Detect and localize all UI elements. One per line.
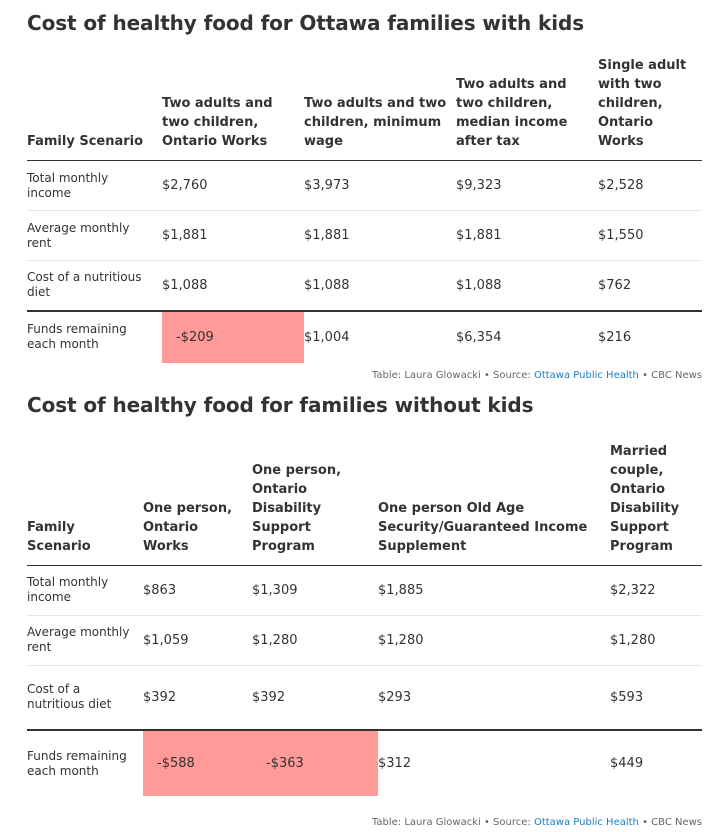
table-cell: $593: [610, 665, 702, 731]
table-cell-negative: -$588: [143, 729, 252, 796]
table-header-row: Family Scenario One person, Ontario Work…: [27, 440, 702, 566]
column-header: Two adults and two children, minimum wag…: [304, 56, 456, 161]
row-label: Cost of a nutritious diet: [27, 260, 162, 311]
table-cell: $1,059: [143, 615, 252, 666]
table-cell: $1,550: [598, 210, 702, 261]
table-row-funds-remaining: Funds remaining each month -$209 $1,004 …: [27, 309, 702, 363]
row-label: Cost of a nutritious diet: [27, 665, 143, 731]
source-link[interactable]: Ottawa Public Health: [533, 370, 639, 381]
column-header: Family Scenario: [27, 440, 143, 566]
table-cell: $762: [598, 260, 702, 311]
column-header: One person, Ontario Works: [143, 440, 252, 566]
table-row: Total monthly income $2,760 $3,973 $9,32…: [27, 160, 702, 211]
table-row: Cost of a nutritious diet $392 $392 $293…: [27, 665, 702, 731]
column-header: One person Old Age Security/Guaranteed I…: [378, 440, 610, 566]
data-table-with-kids: Family Scenario Two adults and two child…: [27, 56, 702, 363]
source-suffix: • CBC News: [638, 817, 702, 828]
source-prefix: Table: Laura Glowacki • Source:: [371, 817, 534, 828]
table-cell: $392: [252, 665, 378, 731]
table-cell: $1,881: [456, 210, 598, 261]
row-label: Funds remaining each month: [27, 309, 162, 363]
table-cell: $2,322: [610, 565, 702, 616]
table-cell: $392: [143, 665, 252, 731]
table-cell: $3,973: [304, 160, 456, 211]
table-cell: $9,323: [456, 160, 598, 211]
row-label: Funds remaining each month: [27, 729, 143, 796]
table-row: Average monthly rent $1,881 $1,881 $1,88…: [27, 210, 702, 261]
table-cell: $1,088: [456, 260, 598, 311]
column-header: Two adults and two children, Ontario Wor…: [162, 56, 304, 161]
table-cell: $1,088: [162, 260, 304, 311]
column-header: Single adult with two children, Ontario …: [598, 56, 702, 161]
table-cell: $863: [143, 565, 252, 616]
row-label: Total monthly income: [27, 160, 162, 211]
table-cell-negative: -$209: [162, 309, 304, 363]
table-row-funds-remaining: Funds remaining each month -$588 -$363 $…: [27, 729, 702, 796]
table-title: Cost of healthy food for Ottawa families…: [27, 11, 584, 35]
column-header: Married couple, Ontario Disability Suppo…: [610, 440, 702, 566]
column-header: Family Scenario: [27, 56, 162, 161]
table-cell: $2,528: [598, 160, 702, 211]
table-cell: $216: [598, 309, 702, 363]
table-cell: $449: [610, 729, 702, 796]
table-cell: $1,885: [378, 565, 610, 616]
table-cell: $2,760: [162, 160, 304, 211]
source-prefix: Table: Laura Glowacki • Source:: [371, 370, 534, 381]
table-cell: $6,354: [456, 309, 598, 363]
table-cell: $293: [378, 665, 610, 731]
table-cell: $1,881: [304, 210, 456, 261]
source-credit: Table: Laura Glowacki • Source: Ottawa P…: [372, 817, 702, 828]
data-table-without-kids: Family Scenario One person, Ontario Work…: [27, 440, 702, 796]
table-cell: $1,280: [610, 615, 702, 666]
row-label: Total monthly income: [27, 565, 143, 616]
table-title: Cost of healthy food for families withou…: [27, 393, 534, 417]
table-cell-negative: -$363: [252, 729, 378, 796]
column-header: One person, Ontario Disability Support P…: [252, 440, 378, 566]
table-cell: $1,280: [252, 615, 378, 666]
source-link[interactable]: Ottawa Public Health: [533, 817, 639, 828]
row-label: Average monthly rent: [27, 210, 162, 261]
table-cell: $312: [378, 729, 610, 796]
table-row: Average monthly rent $1,059 $1,280 $1,28…: [27, 615, 702, 666]
table-cell: $1,881: [162, 210, 304, 261]
source-credit: Table: Laura Glowacki • Source: Ottawa P…: [372, 370, 702, 381]
table-row: Cost of a nutritious diet $1,088 $1,088 …: [27, 260, 702, 311]
table-header-row: Family Scenario Two adults and two child…: [27, 56, 702, 161]
row-label: Average monthly rent: [27, 615, 143, 666]
source-suffix: • CBC News: [638, 370, 702, 381]
table-cell: $1,088: [304, 260, 456, 311]
table-cell: $1,004: [304, 309, 456, 363]
table-cell: $1,309: [252, 565, 378, 616]
column-header: Two adults and two children, median inco…: [456, 56, 598, 161]
table-cell: $1,280: [378, 615, 610, 666]
table-row: Total monthly income $863 $1,309 $1,885 …: [27, 565, 702, 616]
